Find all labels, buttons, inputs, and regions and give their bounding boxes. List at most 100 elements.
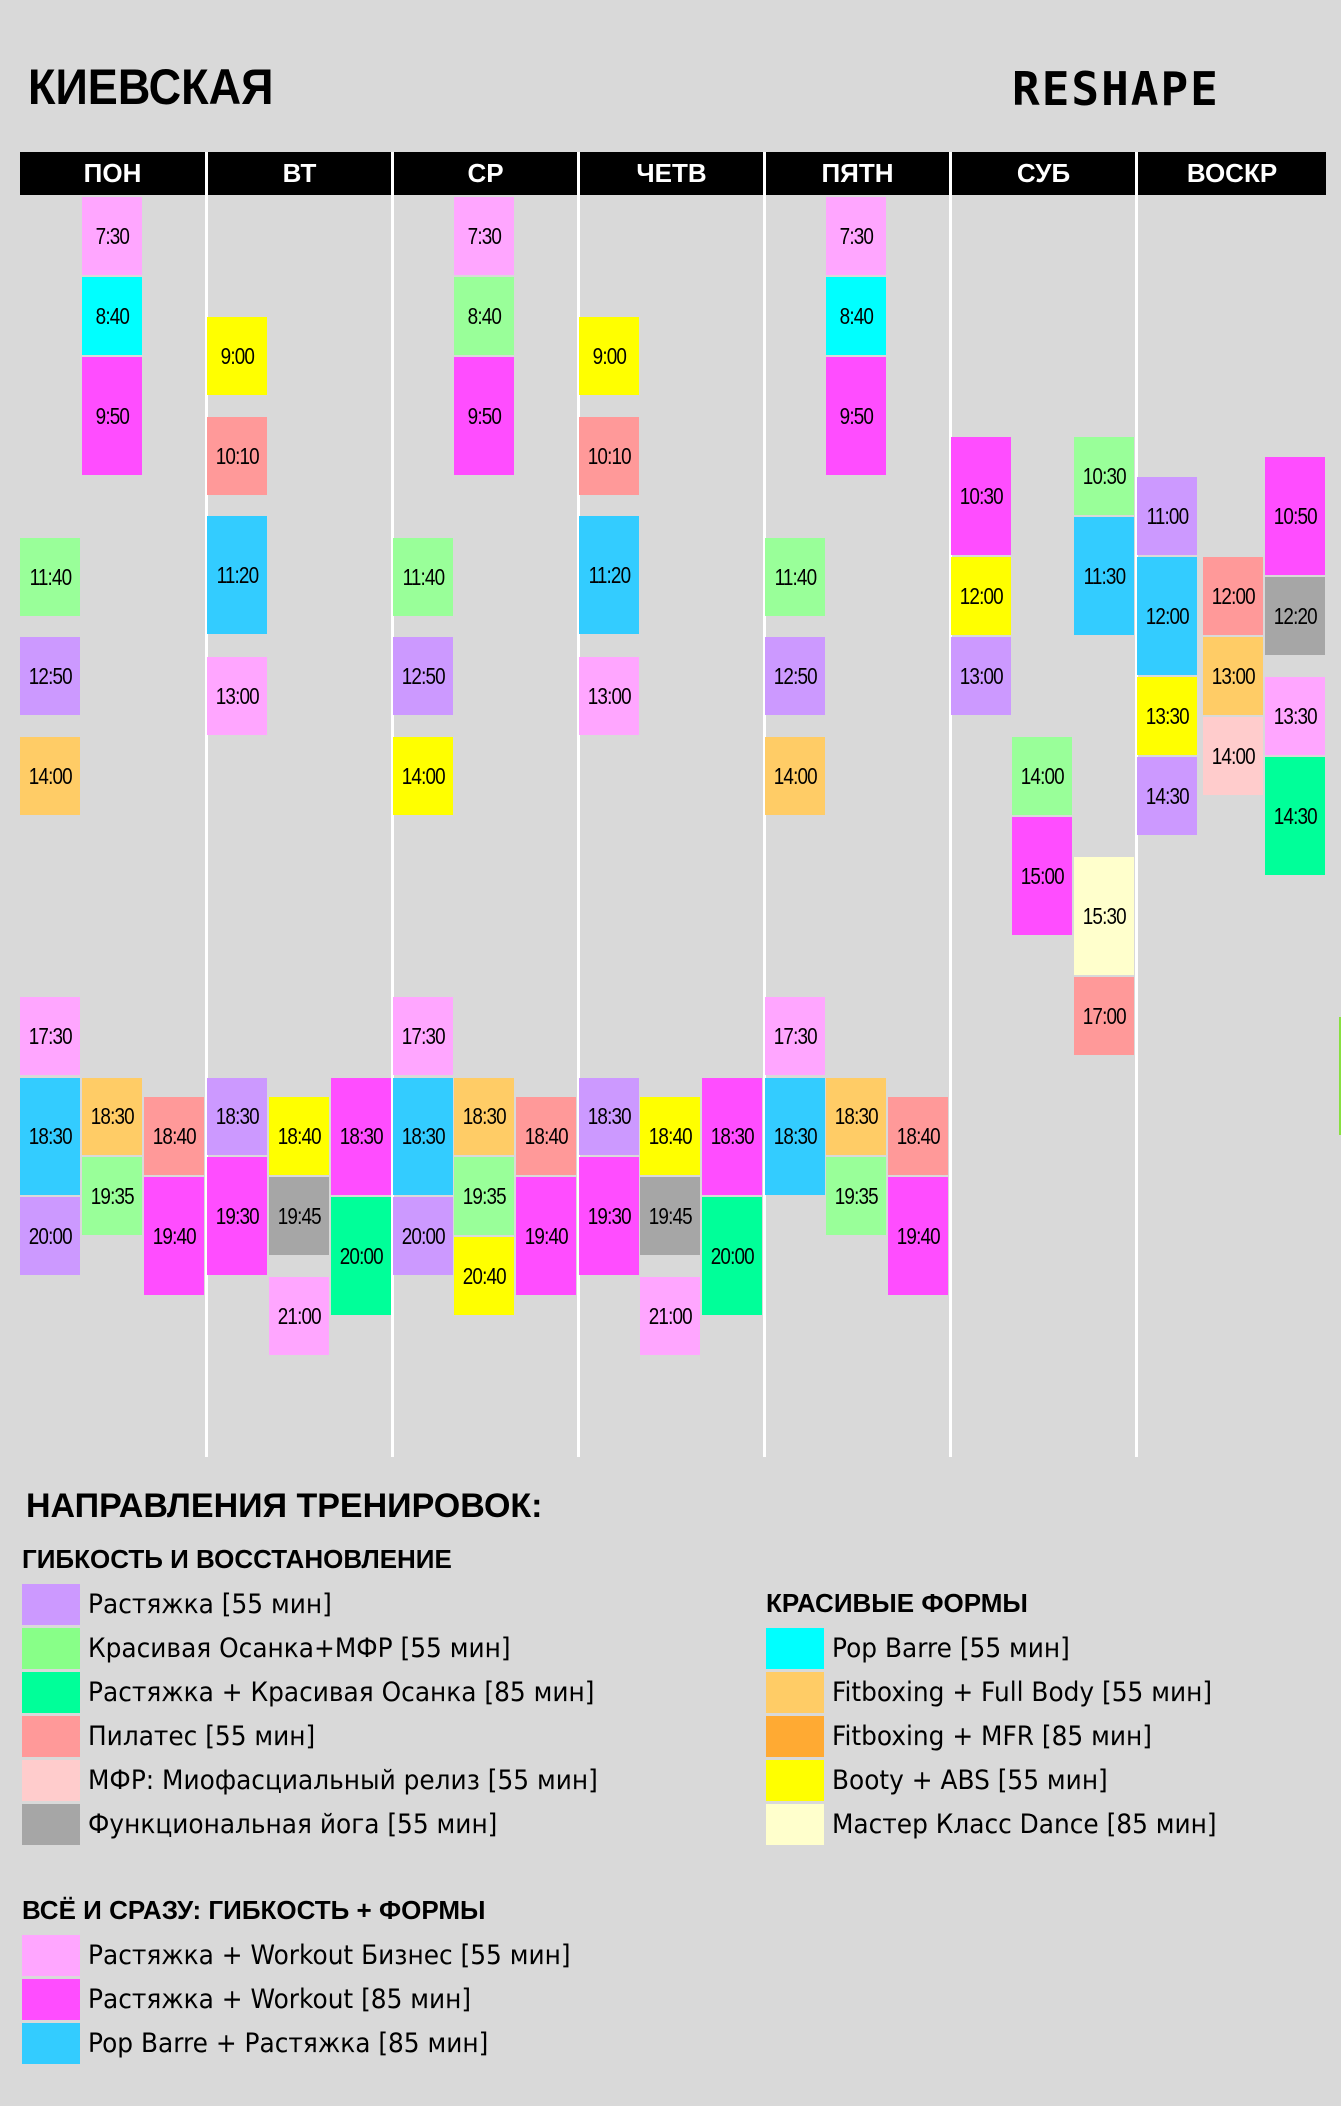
class-slot[interactable]: 9:00 <box>207 317 267 395</box>
class-slot[interactable]: 14:00 <box>20 737 80 815</box>
class-time: 19:45 <box>277 1202 321 1229</box>
class-slot[interactable]: 13:00 <box>1203 637 1263 715</box>
class-slot[interactable]: 18:30 <box>82 1078 142 1155</box>
class-time: 18:40 <box>648 1122 692 1149</box>
class-slot[interactable]: 14:30 <box>1137 757 1197 835</box>
class-slot[interactable]: 7:30 <box>82 197 142 275</box>
legend-label: Booty + ABS [55 мин] <box>832 1764 1108 1796</box>
legend-label: Растяжка + Красивая Осанка [85 мин] <box>88 1676 595 1708</box>
class-time: 17:30 <box>773 1022 817 1049</box>
class-slot[interactable]: 19:45 <box>269 1177 329 1255</box>
class-slot[interactable]: 12:20 <box>1265 577 1325 655</box>
class-slot[interactable]: 18:40 <box>640 1097 700 1175</box>
class-slot[interactable]: 18:40 <box>269 1097 329 1175</box>
class-slot[interactable]: 9:50 <box>454 357 514 475</box>
class-slot[interactable]: 19:30 <box>207 1157 267 1275</box>
class-slot[interactable]: 18:30 <box>702 1078 762 1195</box>
class-slot[interactable]: 13:00 <box>207 657 267 735</box>
class-slot[interactable]: 14:00 <box>1203 717 1263 795</box>
class-slot[interactable]: 21:00 <box>640 1277 700 1355</box>
class-slot[interactable]: 12:50 <box>393 637 453 715</box>
class-slot[interactable]: 18:30 <box>579 1078 639 1155</box>
class-time: 9:50 <box>839 402 873 429</box>
class-slot[interactable]: 19:35 <box>82 1157 142 1235</box>
class-slot[interactable]: 18:40 <box>144 1097 204 1175</box>
class-slot[interactable]: 18:40 <box>516 1097 576 1175</box>
class-slot[interactable]: 8:40 <box>454 277 514 355</box>
class-slot[interactable]: 17:00 <box>1074 977 1134 1055</box>
class-slot[interactable]: 12:50 <box>765 637 825 715</box>
class-slot[interactable]: 19:35 <box>454 1157 514 1235</box>
class-slot[interactable]: 18:30 <box>765 1078 825 1195</box>
class-slot[interactable]: 11:40 <box>765 538 825 616</box>
class-time: 20:00 <box>28 1222 72 1249</box>
legend-item: Растяжка + Workout [85 мин] <box>22 1977 504 2021</box>
class-slot[interactable]: 15:30 <box>1074 857 1134 975</box>
class-slot[interactable]: 9:50 <box>826 357 886 475</box>
class-slot[interactable]: 11:00 <box>1137 477 1197 555</box>
class-slot[interactable]: 19:40 <box>144 1177 204 1295</box>
class-slot[interactable]: 13:30 <box>1137 677 1197 755</box>
class-slot[interactable]: 19:30 <box>579 1157 639 1275</box>
class-slot[interactable]: 20:40 <box>454 1237 514 1315</box>
class-slot[interactable]: 18:30 <box>20 1078 80 1195</box>
class-slot[interactable]: 12:00 <box>951 557 1011 635</box>
class-slot[interactable]: 11:30 <box>1074 517 1134 635</box>
class-slot[interactable]: 18:30 <box>331 1078 391 1195</box>
class-slot[interactable]: 11:20 <box>579 516 639 634</box>
class-slot[interactable]: 7:30 <box>826 197 886 275</box>
class-slot[interactable]: 10:30 <box>951 437 1011 555</box>
class-slot[interactable]: 19:40 <box>888 1177 948 1295</box>
legend-item: МФР: Миофасциальный релиз [55 мин] <box>22 1758 642 1802</box>
class-slot[interactable]: 12:50 <box>20 637 80 715</box>
class-slot[interactable]: 18:30 <box>454 1078 514 1155</box>
class-slot[interactable]: 18:30 <box>207 1078 267 1155</box>
class-slot[interactable]: 17:30 <box>765 997 825 1075</box>
class-slot[interactable]: 10:10 <box>207 417 267 495</box>
class-slot[interactable]: 15:00 <box>1012 817 1072 935</box>
color-swatch <box>22 2022 80 2064</box>
class-slot[interactable]: 19:45 <box>640 1177 700 1255</box>
class-slot[interactable]: 7:30 <box>454 197 514 275</box>
class-time: 14:00 <box>773 762 817 789</box>
class-slot[interactable]: 18:40 <box>888 1097 948 1175</box>
class-slot[interactable]: 20:00 <box>331 1197 391 1315</box>
class-slot[interactable]: 11:40 <box>20 538 80 616</box>
class-slot[interactable]: 8:40 <box>826 277 886 355</box>
legend-group-title: ВСЁ И СРАЗУ: ГИБКОСТЬ + ФОРМЫ <box>22 1895 486 1925</box>
class-slot[interactable]: 14:30 <box>1265 757 1325 875</box>
class-slot[interactable]: 13:30 <box>1265 677 1325 755</box>
class-slot[interactable]: 20:00 <box>20 1197 80 1275</box>
class-slot[interactable]: 10:10 <box>579 417 639 495</box>
class-slot[interactable]: 18:30 <box>826 1078 886 1155</box>
class-slot[interactable]: 11:40 <box>393 538 453 616</box>
class-slot[interactable]: 12:00 <box>1137 557 1197 675</box>
class-slot[interactable]: 17:30 <box>20 997 80 1075</box>
class-slot[interactable]: 14:00 <box>765 737 825 815</box>
class-time: 14:00 <box>1020 762 1064 789</box>
class-slot[interactable]: 8:40 <box>82 277 142 355</box>
color-swatch <box>22 1803 80 1845</box>
class-slot[interactable]: 18:30 <box>393 1078 453 1195</box>
class-time: 18:30 <box>215 1103 259 1129</box>
class-slot[interactable]: 19:40 <box>516 1177 576 1295</box>
class-slot[interactable]: 17:30 <box>393 997 453 1075</box>
class-slot[interactable]: 13:00 <box>579 657 639 735</box>
class-time: 13:30 <box>1273 702 1317 729</box>
class-slot[interactable]: 14:00 <box>393 737 453 815</box>
class-slot[interactable]: 12:00 <box>1203 557 1263 635</box>
class-slot[interactable]: 10:50 <box>1265 457 1325 575</box>
class-slot[interactable]: 19:35 <box>826 1157 886 1235</box>
class-slot[interactable]: 13:00 <box>951 637 1011 715</box>
color-swatch <box>22 1583 80 1625</box>
class-time: 9:50 <box>95 402 129 429</box>
class-slot[interactable]: 14:00 <box>1012 737 1072 815</box>
class-slot[interactable]: 11:20 <box>207 516 267 634</box>
class-slot[interactable]: 9:50 <box>82 357 142 475</box>
class-slot[interactable]: 10:30 <box>1074 437 1134 515</box>
class-slot[interactable]: 21:00 <box>269 1277 329 1355</box>
class-slot[interactable]: 20:00 <box>393 1197 453 1275</box>
class-slot[interactable]: 9:00 <box>579 317 639 395</box>
class-slot[interactable]: 20:00 <box>702 1197 762 1315</box>
legend-item: Красивая Осанка+МФР [55 мин] <box>22 1626 547 1670</box>
